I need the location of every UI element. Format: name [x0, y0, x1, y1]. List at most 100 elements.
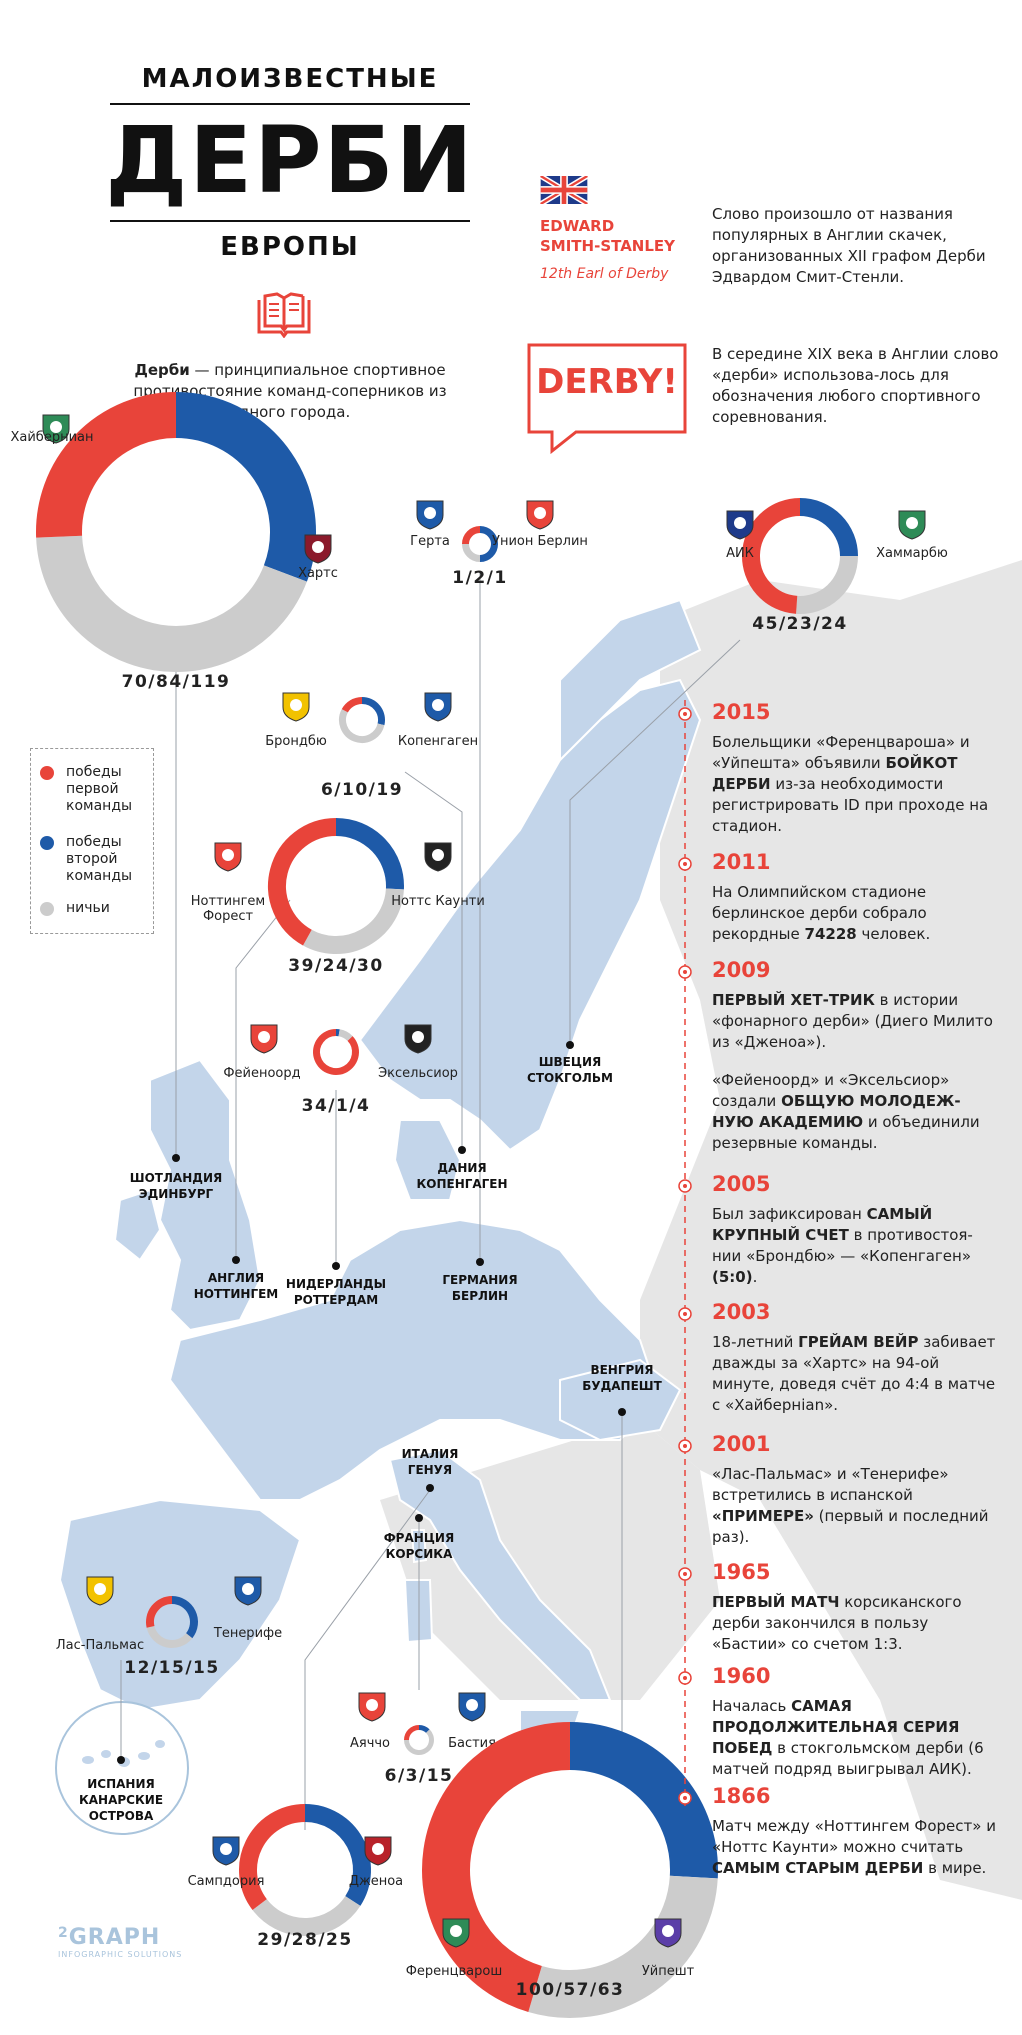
- timeline-marker-icon: [678, 1791, 692, 1805]
- team-crest-icon-copenhagen-1: [282, 692, 310, 722]
- derby-sign-label: DERBY!: [536, 362, 678, 402]
- city-name-genoa: ГЕНУЯ: [407, 1463, 453, 1477]
- donut-segment-canary-2: [146, 1625, 193, 1648]
- donut-segment-stockholm-1: [799, 498, 858, 557]
- score-edinburgh: 70/84/119: [121, 672, 231, 692]
- team1-name-genoa: Сампдория: [187, 1874, 265, 1889]
- timeline-text: ПЕРВЫЙ ХЕТ-ТРИК в истории «фонарного дер…: [712, 990, 1002, 1053]
- city-name-edinburgh: ЭДИНБУРГ: [138, 1187, 214, 1201]
- city-label-genoa: ИТАЛИЯ: [401, 1447, 459, 1461]
- donut-segment-rotterdam-2: [338, 1029, 353, 1042]
- donut-segment-stockholm-0: [742, 498, 801, 614]
- team-crest-icon-rotterdam-1: [250, 1024, 278, 1054]
- score-stockholm: 45/23/24: [752, 614, 848, 634]
- timeline-highlight: ГРЕЙАМ ВЕЙР: [798, 1333, 919, 1351]
- legend-label: победы первой команды: [66, 764, 133, 814]
- timeline-text: Болельщики «Ференцвароша» и «Уйпешта» об…: [712, 732, 1002, 837]
- donut-segment-berlin-1: [479, 526, 498, 562]
- title-rule-top: [110, 103, 470, 105]
- team2-name-stockholm: Хаммарбю: [876, 546, 948, 561]
- team-crest-icon-genoa-1: [212, 1836, 240, 1866]
- title-rule-bottom: [110, 220, 470, 222]
- donut-edinburgh: [36, 392, 316, 672]
- legend: [30, 748, 154, 934]
- city-label-berlin: ГЕРМАНИЯ: [442, 1273, 518, 1287]
- team-crest-icon-berlin-2: [526, 500, 554, 530]
- donut-segment-copenhagen-0: [341, 697, 363, 713]
- origin-title: 12th Earl of Derby: [540, 266, 669, 282]
- score-canary: 12/15/15: [124, 1658, 220, 1678]
- team-crest-icon-rotterdam-2: [404, 1024, 432, 1054]
- brand-logo: 2GRAPH INFOGRAPHIC SOLUTIONS: [58, 1925, 182, 1959]
- score-budapest: 100/57/63: [515, 1980, 625, 2000]
- team-crest-icon-edinburgh-1: [42, 414, 70, 444]
- donut-stockholm: [742, 498, 858, 614]
- timeline-year: 2005: [712, 1172, 771, 1196]
- team1-name-rotterdam: Фейеноорд: [223, 1066, 301, 1081]
- city-label-corsica: ФРАНЦИЯ: [383, 1531, 455, 1545]
- city-label-stockholm: ШВЕЦИЯ: [538, 1055, 602, 1069]
- donut-segment-canary-1: [171, 1596, 198, 1639]
- timeline-highlight: САМЫЙ КРУПНЫЙ СЧЕТ: [712, 1205, 933, 1244]
- donut-segment-genoa-2: [252, 1895, 361, 1936]
- donut-segment-corsica-0: [404, 1725, 420, 1741]
- donut-berlin: [462, 526, 498, 562]
- brand-logo-text: GRAPH: [68, 1925, 161, 1950]
- donut-rotterdam: [313, 1029, 359, 1075]
- timeline-fragment: человек.: [856, 925, 931, 943]
- city-label-budapest: ВЕНГРИЯ: [590, 1363, 654, 1377]
- legend-color-swatch: [40, 836, 54, 850]
- team-crest-icon-nottingham-2: [424, 842, 452, 872]
- team2-name-budapest: Уйпешт: [641, 1964, 695, 1979]
- donut-segment-corsica-1: [418, 1725, 430, 1734]
- timeline-fragment: забивает дважды за «Хартс» на 94-ой мину…: [712, 1333, 996, 1414]
- timeline-year: 2011: [712, 850, 771, 874]
- timeline-marker-icon: [678, 1567, 692, 1581]
- donut-segment-edinburgh-2: [36, 535, 307, 672]
- timeline-highlight: 74228: [804, 925, 857, 943]
- timeline-text: «Лас-Пальмас» и «Тенерифе» встретились в…: [712, 1464, 1002, 1548]
- timeline-fragment: «Лас-Пальмас» и «Тенерифе» встретились в…: [712, 1465, 949, 1504]
- definition: Дерби — принципиальное спортивное против…: [110, 360, 470, 423]
- timeline-year: 1965: [712, 1560, 771, 1584]
- donut-segment-copenhagen-2: [339, 709, 385, 743]
- timeline-highlight: ОБЩУЮ МОЛОДЕЖ-НУЮ АКАДЕМИЮ: [712, 1092, 961, 1131]
- team-crest-icon-copenhagen-2: [424, 692, 452, 722]
- legend-label: победы второй команды: [66, 834, 133, 884]
- timeline-text: 18-летний ГРЕЙАМ ВЕЙР забивает дважды за…: [712, 1332, 1002, 1416]
- title-line1: МАЛОИЗВЕСТНЫЕ: [141, 64, 439, 94]
- uk-flag-icon: [540, 176, 588, 204]
- team2-name-genoa: Дженоа: [348, 1874, 404, 1889]
- timeline-highlight: ПЕРВЫЙ ХЕТ-ТРИК: [712, 991, 875, 1009]
- donut-segment-genoa-1: [304, 1804, 371, 1906]
- team-crest-icon-stockholm-1: [726, 510, 754, 540]
- brand-logo-sub: INFOGRAPHIC SOLUTIONS: [58, 1950, 183, 1959]
- donut-segment-stockholm-2: [796, 555, 858, 614]
- city-name-budapest: БУДАПЕШТ: [582, 1379, 662, 1393]
- timeline-highlight: БОЙКОТ ДЕРБИ: [712, 754, 958, 793]
- timeline-highlight: «ПРИМЕРЕ»: [712, 1507, 814, 1525]
- donut-segment-nottingham-0: [268, 818, 337, 946]
- donut-nottingham: [268, 818, 404, 954]
- timeline-fragment: Был зафиксирован: [712, 1205, 867, 1223]
- timeline-highlight: (5:0): [712, 1268, 753, 1286]
- timeline-marker-icon: [678, 1439, 692, 1453]
- donut-genoa: [239, 1804, 371, 1936]
- team1-name-berlin: Герта: [410, 534, 450, 549]
- city-name-stockholm: СТОКГОЛЬМ: [527, 1071, 613, 1085]
- timeline-marker-icon: [678, 857, 692, 871]
- timeline-fragment: в противостоя-нии «Брондбю» — «Копенгаге…: [712, 1226, 973, 1265]
- timeline-year: 2015: [712, 700, 771, 724]
- timeline-fragment: «Фейеноорд» и «Эксельсиор» создали: [712, 1071, 950, 1110]
- timeline-fragment: Началась: [712, 1697, 792, 1715]
- team-crest-icon-canary-2: [234, 1576, 262, 1606]
- donut-segment-canary-0: [146, 1596, 173, 1628]
- timeline-year: 1866: [712, 1784, 771, 1808]
- donut-segment-nottingham-2: [303, 888, 404, 954]
- brand-logo-digit: 2: [58, 1925, 69, 1941]
- timeline-fragment: На Олимпийском стадионе берлинское дерби…: [712, 883, 927, 943]
- timeline-fragment: в мире.: [923, 1859, 987, 1877]
- team-crest-icon-budapest-2: [654, 1918, 682, 1948]
- timeline-marker-icon: [678, 1179, 692, 1193]
